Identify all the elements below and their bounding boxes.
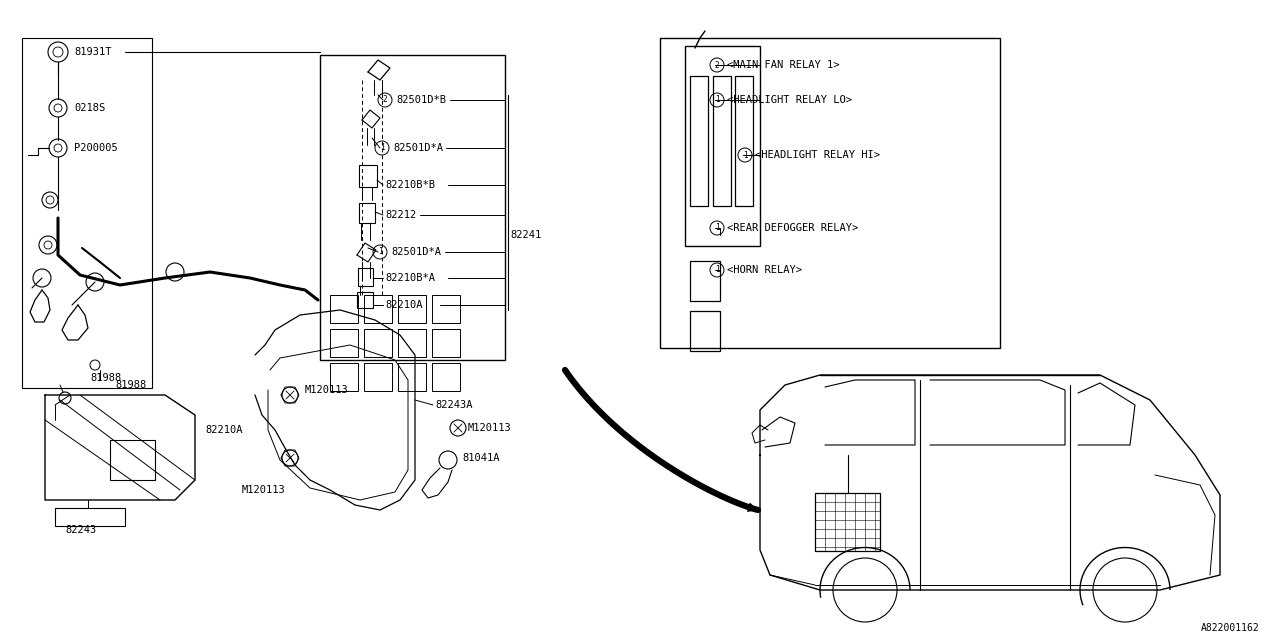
Bar bbox=[433, 329, 460, 357]
Text: <MAIN FAN RELAY 1>: <MAIN FAN RELAY 1> bbox=[727, 60, 840, 70]
Bar bbox=[357, 292, 372, 308]
Bar bbox=[358, 268, 372, 286]
Bar bbox=[358, 203, 375, 223]
Text: M120113: M120113 bbox=[468, 423, 512, 433]
Text: 81931T: 81931T bbox=[74, 47, 111, 57]
Text: 1: 1 bbox=[714, 223, 719, 232]
Bar bbox=[690, 76, 708, 206]
Text: 2: 2 bbox=[383, 95, 388, 104]
Text: 81988: 81988 bbox=[115, 380, 146, 390]
Text: 0218S: 0218S bbox=[74, 103, 105, 113]
Bar bbox=[55, 508, 125, 526]
Text: 82501D*A: 82501D*A bbox=[390, 247, 442, 257]
Bar bbox=[398, 329, 426, 357]
Text: <HEADLIGHT RELAY HI>: <HEADLIGHT RELAY HI> bbox=[755, 150, 881, 160]
Bar bbox=[735, 76, 753, 206]
Text: 82212: 82212 bbox=[385, 210, 416, 220]
Text: 82501D*A: 82501D*A bbox=[393, 143, 443, 153]
Bar bbox=[364, 363, 392, 391]
Text: 1: 1 bbox=[742, 150, 748, 159]
Text: M120113: M120113 bbox=[305, 385, 348, 395]
Text: M120113: M120113 bbox=[242, 485, 285, 495]
Bar bbox=[690, 311, 719, 351]
Bar bbox=[685, 46, 760, 246]
Bar bbox=[330, 295, 358, 323]
Text: 1: 1 bbox=[714, 95, 719, 104]
Text: 1: 1 bbox=[378, 248, 383, 257]
Bar bbox=[330, 329, 358, 357]
Bar bbox=[713, 76, 731, 206]
Text: <HORN RELAY>: <HORN RELAY> bbox=[727, 265, 803, 275]
Bar bbox=[433, 363, 460, 391]
Text: 2: 2 bbox=[714, 61, 719, 70]
Text: <REAR DEFOGGER RELAY>: <REAR DEFOGGER RELAY> bbox=[727, 223, 859, 233]
Text: <HEADLIGHT RELAY LO>: <HEADLIGHT RELAY LO> bbox=[727, 95, 852, 105]
Text: 81041A: 81041A bbox=[462, 453, 499, 463]
Bar bbox=[110, 440, 155, 480]
Text: 82243A: 82243A bbox=[435, 400, 472, 410]
Bar bbox=[433, 295, 460, 323]
Text: 82501D*B: 82501D*B bbox=[396, 95, 445, 105]
Text: A822001162: A822001162 bbox=[1201, 623, 1260, 633]
Bar bbox=[358, 165, 378, 187]
Text: 82210B*A: 82210B*A bbox=[385, 273, 435, 283]
Text: 82243: 82243 bbox=[65, 525, 96, 535]
Text: 1: 1 bbox=[380, 143, 384, 152]
Bar bbox=[690, 261, 719, 301]
Bar bbox=[398, 363, 426, 391]
Text: 82210B*B: 82210B*B bbox=[385, 180, 435, 190]
Text: 82210A: 82210A bbox=[205, 425, 242, 435]
Bar bbox=[364, 295, 392, 323]
Bar bbox=[815, 493, 881, 551]
Bar bbox=[398, 295, 426, 323]
Text: P200005: P200005 bbox=[74, 143, 118, 153]
Bar bbox=[364, 329, 392, 357]
Text: 82210A: 82210A bbox=[385, 300, 422, 310]
Text: 82241: 82241 bbox=[509, 230, 541, 240]
Text: 1: 1 bbox=[714, 266, 719, 275]
Bar bbox=[320, 55, 506, 360]
Bar bbox=[660, 38, 1000, 348]
Bar bbox=[22, 38, 152, 388]
Text: 81988: 81988 bbox=[90, 373, 122, 383]
Bar bbox=[330, 363, 358, 391]
